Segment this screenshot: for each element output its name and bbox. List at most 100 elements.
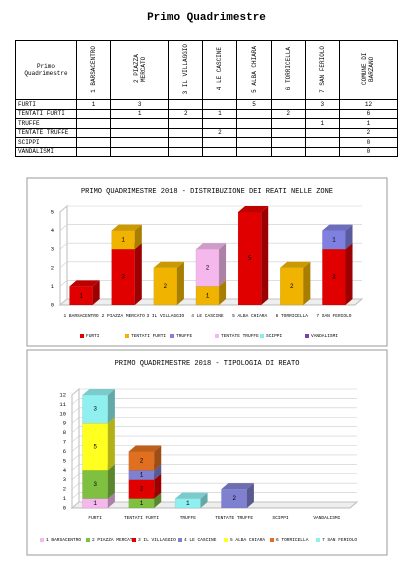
y-tick-label: 3 [51,246,54,253]
y-tick-label: 0 [51,301,54,308]
legend-swatch [305,334,309,338]
chart-frame [26,349,388,556]
value-label: 2 [164,283,168,290]
corner-cell: Primo Quadrimestre [15,40,77,100]
legend-swatch [86,538,90,542]
y-tick-label: 1 [63,495,67,502]
legend-label: 7 SAN FERIOLO [322,537,357,543]
value-label: 3 [332,274,336,281]
y-tick-label: 10 [59,410,66,417]
value-label: 1 [186,500,190,507]
x-tick-label: TRUFFE [180,515,197,521]
value-label: 1 [140,500,144,507]
value-label: 1 [93,500,97,507]
bar-side [219,280,227,305]
bar-top [128,445,162,452]
grid-line [71,454,357,462]
value-label: 2 [232,495,236,502]
bar-top [238,206,269,212]
x-tick-label: 5 ALBA CHIARA [232,313,267,319]
y-tick-label: 3 [63,476,66,483]
y-tick-label: 7 [63,439,66,446]
y-tick-label: 12 [59,391,66,398]
value-label: 3 [121,274,125,281]
bar-top [82,389,115,395]
bar-top [280,261,311,268]
value-label: 1 [206,292,210,299]
legend-label: VANDALISMI [311,333,338,339]
value-label: 3 [93,406,97,413]
data-table: Primo Quadrimestre 1 BARSACENTRO 2 PIAZZA … [15,40,399,157]
bar-side [176,261,184,305]
legend-swatch [40,538,44,542]
value-label: 2 [206,264,210,271]
value-label: 1 [121,236,125,243]
value-label: 2 [140,486,144,493]
legend-swatch [80,334,84,338]
legend-swatch [215,334,219,338]
x-tick-label: SCIPPI [272,515,289,521]
floor [70,501,359,509]
legend-label: 6 TORRICELLA [276,537,309,543]
legend-label: FURTI [86,333,100,339]
legend-label: 3 IL VILLAGGIO [138,537,176,543]
grid-line [71,492,357,499]
x-tick-label: 7 SAN FERIOLO [316,313,351,319]
x-tick-label: 4 LE CASCINE [191,313,224,319]
grid-line [71,435,357,443]
y-tick-label: 5 [51,208,54,215]
value-label: 2 [140,457,144,464]
legend-swatch [132,538,136,542]
back-wall [59,204,68,307]
legend-label: TENTATI FURTI [131,333,166,339]
bar-side [154,464,162,480]
legend-label: TENTATE TRUFFE [221,333,259,339]
x-tick-label: 1 BARSACENTRO [64,313,99,319]
legend-swatch [316,538,320,542]
grid-line [71,482,357,490]
value-label: 3 [93,481,97,488]
bar-top [221,483,254,490]
grid-line [71,464,357,471]
table-row: TRUFFE 1 1 [15,118,399,129]
column-header: 7 SAN FERIOLO [304,40,340,100]
bar-side [134,243,142,305]
x-tick-label: FURTI [88,515,102,521]
x-tick-label: 2 PIAZZA MERCATO [102,313,146,319]
column-header: COMUNE DI BARZANO [338,40,399,100]
bar-side [219,243,227,287]
y-tick-label: 11 [59,401,66,408]
bar-top [195,243,227,250]
chart-title: PRIMO QUADRIMESTRE 2018 - TIPOLOGIA DI R… [115,360,300,368]
x-tick-label: 6 TORRICELLA [276,313,309,319]
y-tick-label: 2 [63,486,66,493]
x-tick-label: TENTATI FURTI [124,515,159,521]
y-tick-label: 9 [63,420,66,427]
bar-top [175,492,208,499]
legend-swatch [270,538,274,542]
bar-side [154,445,162,471]
grid-line [71,398,357,405]
bar-side [107,464,115,499]
y-tick-label: 5 [63,457,66,464]
empty-cell [304,146,340,157]
bar-side [154,492,162,508]
y-tick-label: 4 [51,227,55,234]
column-header: 1 BARSACENTRO [75,40,112,100]
bar-side [92,280,100,305]
bar-side [246,483,254,508]
bar-side [134,224,142,250]
bar-side [345,224,353,250]
y-tick-label: 8 [63,429,66,436]
legend-swatch [224,538,228,542]
x-tick-label: VANDALISMI [313,515,340,521]
empty-cell [75,146,112,157]
bar-top [69,280,100,287]
y-tick-label: 6 [63,448,66,455]
value-label: 5 [93,443,97,450]
bar-top [153,261,184,268]
bar-side [107,492,115,508]
cell: 0 [338,146,399,157]
bar-top [322,224,353,231]
